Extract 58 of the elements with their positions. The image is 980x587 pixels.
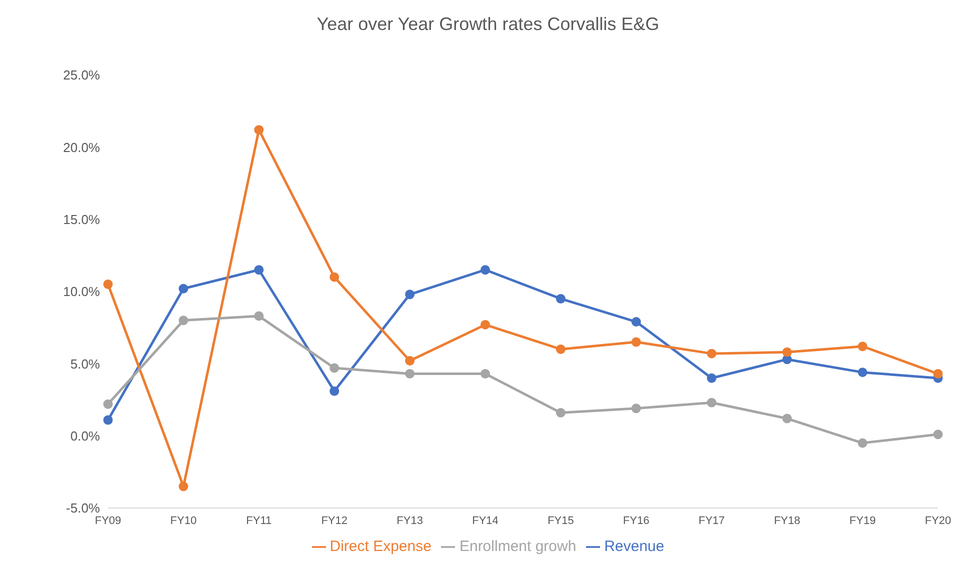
point [480,369,490,379]
x-tick-label: FY19 [849,514,876,527]
point [556,344,566,354]
x-tick-label: FY16 [623,514,650,527]
point [330,386,340,396]
x-tick-label: FY15 [548,514,574,527]
point [706,373,716,383]
point [178,284,188,294]
x-tick-label: FY20 [924,514,952,527]
legend-label: Direct Expense [330,538,432,555]
point [178,316,188,326]
point [631,404,641,414]
point [103,415,113,425]
x-tick-label: FY09 [94,514,122,527]
point [706,348,716,358]
point [782,347,792,357]
point [330,363,340,373]
point [556,294,566,304]
chart-title: Year over Year Growth rates Corvallis E&G [316,14,660,35]
x-tick-label: FY14 [472,514,498,527]
point [556,408,566,418]
point [330,272,340,282]
point [405,369,415,379]
point [631,317,641,327]
point [254,265,264,275]
point [858,438,868,448]
point [103,399,113,409]
x-tick-label: FY10 [170,514,197,527]
point [782,354,792,364]
point [933,369,943,379]
point [405,356,415,366]
point [103,280,113,290]
x-tick-label: FY12 [321,514,348,527]
point [631,337,641,347]
x-tick-label: FY13 [396,514,423,527]
y-tick-label: 25.0% [63,68,100,83]
legend-label: Revenue [604,538,664,555]
point [706,398,716,408]
point [858,342,868,352]
point [782,414,792,424]
y-tick-label: -5.0% [66,500,100,516]
point [254,311,264,321]
y-tick-label: 15.0% [63,212,100,227]
y-tick-label: 0.0% [70,428,100,444]
y-tick-label: 5.0% [70,356,100,372]
point [858,368,868,378]
x-tick-label: FY11 [246,514,272,527]
point [480,320,490,330]
point [254,125,264,135]
point [405,290,415,300]
point [933,430,943,440]
legend-label: Enrollment growh [459,538,576,555]
x-tick-label: FY18 [774,514,800,527]
point [480,265,490,275]
y-tick-label: 20.0% [63,140,100,155]
y-tick-label: 10.0% [63,284,100,300]
point [178,482,188,492]
x-tick-label: FY17 [698,514,725,527]
